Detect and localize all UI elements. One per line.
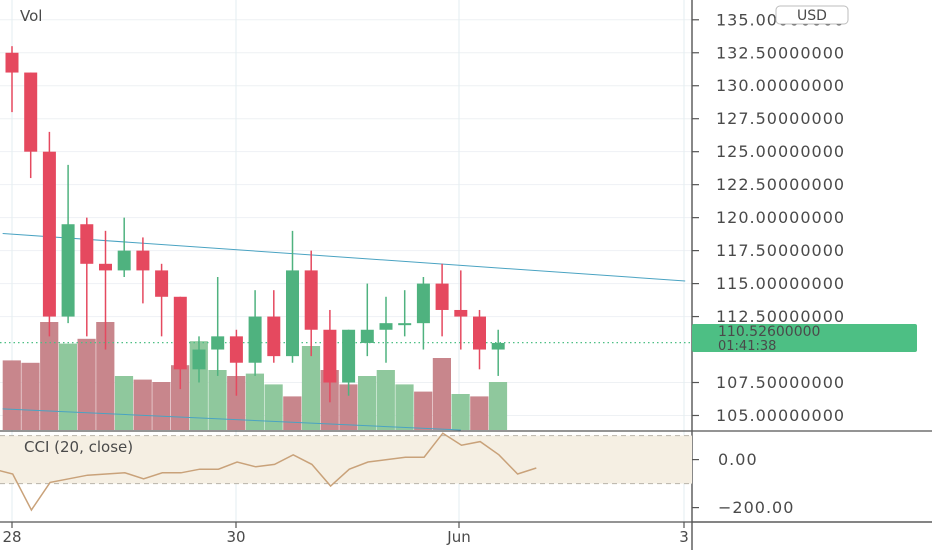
candle-body	[473, 316, 486, 350]
candle-body	[229, 336, 243, 363]
cci-pane: 0.00 −200.00	[0, 430, 932, 517]
volume-bar	[40, 322, 59, 430]
cci-tick-label: −200.00	[718, 498, 794, 517]
time-tick-label: 30	[226, 528, 245, 546]
current-price-label: 110.52600000	[718, 324, 820, 340]
price-tick-label: 105.00000000	[716, 406, 845, 425]
volume-bar	[339, 384, 358, 430]
volume-bar	[2, 360, 21, 430]
volume-bar	[470, 396, 489, 430]
candlesticks	[5, 46, 505, 403]
price-tick-label: 125.00000000	[716, 142, 845, 161]
candle-body	[342, 329, 356, 383]
candle-body	[454, 309, 468, 317]
volume-bar	[58, 343, 77, 430]
volume-bar	[358, 376, 377, 430]
volume-bar	[488, 382, 508, 430]
countdown-label: 01:41:38	[718, 339, 776, 354]
cci-band	[0, 435, 692, 484]
price-tick-label: 132.50000000	[716, 43, 845, 62]
volume-bar	[21, 362, 40, 430]
trendlines[interactable]	[0, 232, 692, 431]
trendline[interactable]	[2, 408, 461, 431]
candle-body	[416, 283, 430, 324]
candle-body	[24, 72, 38, 152]
volume-bar	[432, 358, 451, 430]
volume-bar	[414, 391, 433, 430]
candle-body	[360, 329, 374, 343]
candle-body	[435, 283, 449, 310]
time-tick-label: Jun	[446, 528, 470, 546]
price-tick-label: 127.50000000	[716, 109, 845, 128]
price-tick-label: 122.50000000	[716, 175, 845, 194]
volume-bar	[301, 346, 321, 430]
price-tick-label: 107.50000000	[716, 373, 845, 392]
candle-body	[398, 323, 412, 326]
time-axis[interactable]: 28 30 Jun 3	[0, 521, 932, 546]
candle-body	[80, 224, 94, 264]
candle-body	[155, 270, 169, 297]
trendline[interactable]	[2, 232, 686, 282]
candle-body	[61, 224, 75, 317]
candle-body	[192, 349, 206, 370]
volume-bar	[451, 394, 470, 430]
price-tick-label: 120.00000000	[716, 208, 845, 227]
candle-body	[379, 323, 393, 330]
candle-body	[5, 52, 19, 73]
candle-body	[248, 316, 262, 363]
price-tick-label: 112.50000000	[716, 307, 845, 326]
candle-body	[323, 329, 337, 383]
currency-button[interactable]	[775, 5, 849, 25]
candle-body	[304, 270, 318, 330]
volume-bar	[133, 379, 152, 430]
price-tick-label: 117.50000000	[716, 241, 845, 260]
candle-body	[117, 250, 131, 271]
volume-bar	[96, 322, 115, 430]
cci-line	[0, 432, 537, 512]
candle-body	[99, 263, 112, 271]
volume-bar	[77, 338, 96, 430]
candle-body	[267, 316, 281, 357]
candle-body	[173, 296, 187, 370]
volume-label: Vol	[20, 7, 42, 25]
volume-bar	[114, 376, 134, 430]
current-price-badge	[692, 324, 917, 352]
volume-bar	[171, 365, 190, 430]
candle-body	[136, 250, 150, 271]
volume-bar	[395, 384, 414, 430]
cci-tick-label: 0.00	[718, 450, 758, 469]
volume-bar	[208, 370, 227, 430]
volume-bar	[245, 373, 264, 430]
candle-body	[211, 336, 225, 350]
time-tick-label: 28	[2, 528, 21, 546]
volume-bar	[376, 370, 395, 430]
volume-bars	[2, 322, 508, 430]
volume-bar	[227, 376, 246, 430]
currency-label: USD	[797, 8, 827, 24]
candle-body	[286, 270, 299, 357]
candle-body	[42, 151, 56, 317]
volume-bar	[283, 396, 302, 430]
price-tick-label: 130.00000000	[716, 76, 845, 95]
candle-body	[491, 342, 505, 350]
time-tick-label: 3	[679, 528, 689, 546]
volume-bar	[264, 384, 283, 430]
cci-title: CCI (20, close)	[24, 438, 133, 456]
price-tick-label: 115.00000000	[716, 274, 845, 293]
volume-bar	[152, 382, 171, 430]
